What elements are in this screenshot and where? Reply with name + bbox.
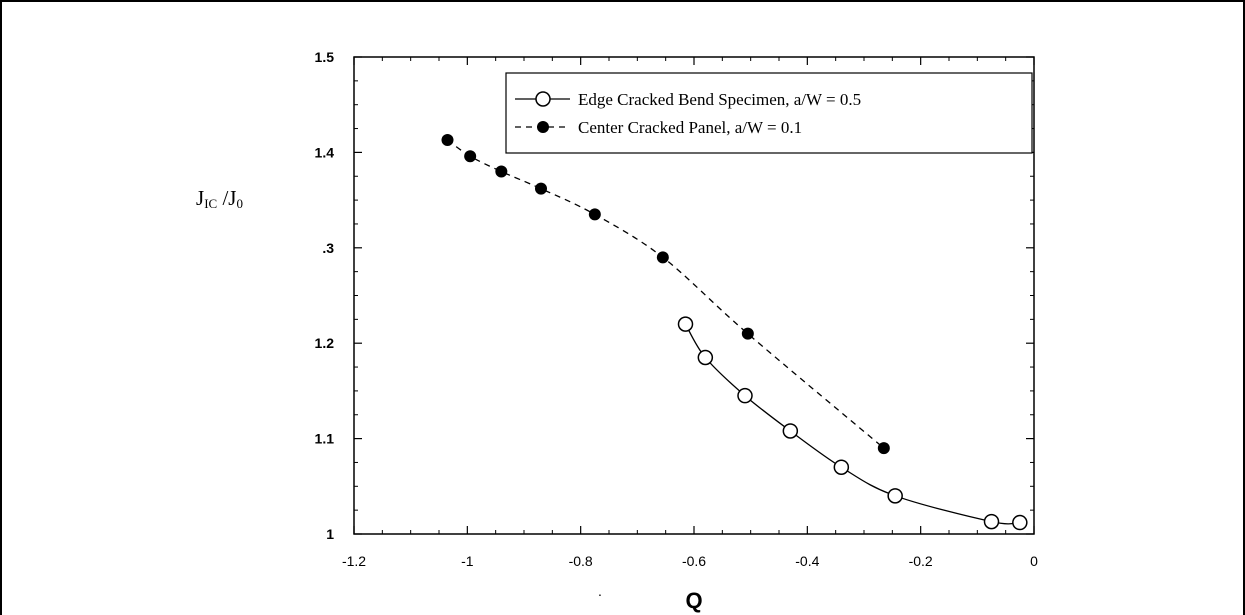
- data-point-center-cracked: [535, 182, 547, 195]
- data-point-edge-cracked: [983, 513, 1000, 530]
- stray-dot: .: [598, 583, 602, 599]
- data-point-edge-cracked: [697, 349, 714, 366]
- legend-marker-center: [537, 121, 549, 133]
- data-point-center-cracked: [877, 442, 890, 455]
- data-point-center-cracked: [441, 133, 454, 146]
- x-tick-label: -1: [461, 553, 474, 569]
- y-label-sub-ic: IC: [204, 196, 218, 211]
- legend-label-center: Center Cracked Panel, a/W = 0.1: [578, 118, 802, 137]
- y-label-mid: /J: [217, 186, 237, 210]
- data-point-edge-cracked: [782, 423, 799, 439]
- y-tick-label: 1.5: [315, 49, 335, 65]
- y-tick-label: 1: [326, 526, 334, 542]
- x-tick-label: -0.4: [795, 553, 819, 569]
- series-line-0: [684, 323, 1020, 525]
- y-axis-ticks: 1 1.1 1.2 .3 1.4 1.5: [315, 49, 1034, 542]
- x-tick-label: -0.8: [569, 553, 593, 569]
- y-tick-label: .3: [322, 240, 334, 256]
- plot-series: [441, 133, 1028, 531]
- x-tick-label: -1.2: [342, 553, 366, 569]
- x-axis-label: Q: [685, 588, 702, 613]
- series-line-1: [447, 139, 885, 449]
- x-axis-ticks: -1.2 -1 -0.8 -0.6 -0.4 -0.2 0: [342, 57, 1038, 569]
- y-label-sub-0: 0: [236, 196, 243, 211]
- x-tick-label: 0: [1030, 553, 1038, 569]
- data-point-edge-cracked: [887, 488, 903, 504]
- data-point-center-cracked: [495, 165, 508, 178]
- x-tick-label: -0.2: [909, 553, 933, 569]
- y-axis-label: JIC /J0: [196, 186, 243, 212]
- data-point-edge-cracked: [833, 459, 850, 475]
- y-tick-label: 1.2: [315, 335, 335, 351]
- legend-box: [505, 72, 1033, 154]
- y-label-main: J: [196, 186, 205, 210]
- data-point-center-cracked: [741, 327, 754, 340]
- data-point-edge-cracked: [737, 387, 753, 404]
- data-point-center-cracked: [656, 251, 669, 264]
- y-tick-label: 1.1: [315, 431, 335, 447]
- legend: Edge Cracked Bend Specimen, a/W = 0.5 Ce…: [505, 72, 1033, 154]
- data-point-center-cracked: [464, 150, 477, 163]
- y-tick-label: 1.4: [315, 144, 335, 160]
- data-point-edge-cracked: [677, 316, 694, 332]
- data-point-edge-cracked: [1012, 514, 1028, 531]
- x-tick-label: -0.6: [682, 553, 706, 569]
- legend-marker-edge: [535, 91, 551, 107]
- legend-label-edge: Edge Cracked Bend Specimen, a/W = 0.5: [578, 90, 861, 109]
- data-point-center-cracked: [588, 208, 601, 221]
